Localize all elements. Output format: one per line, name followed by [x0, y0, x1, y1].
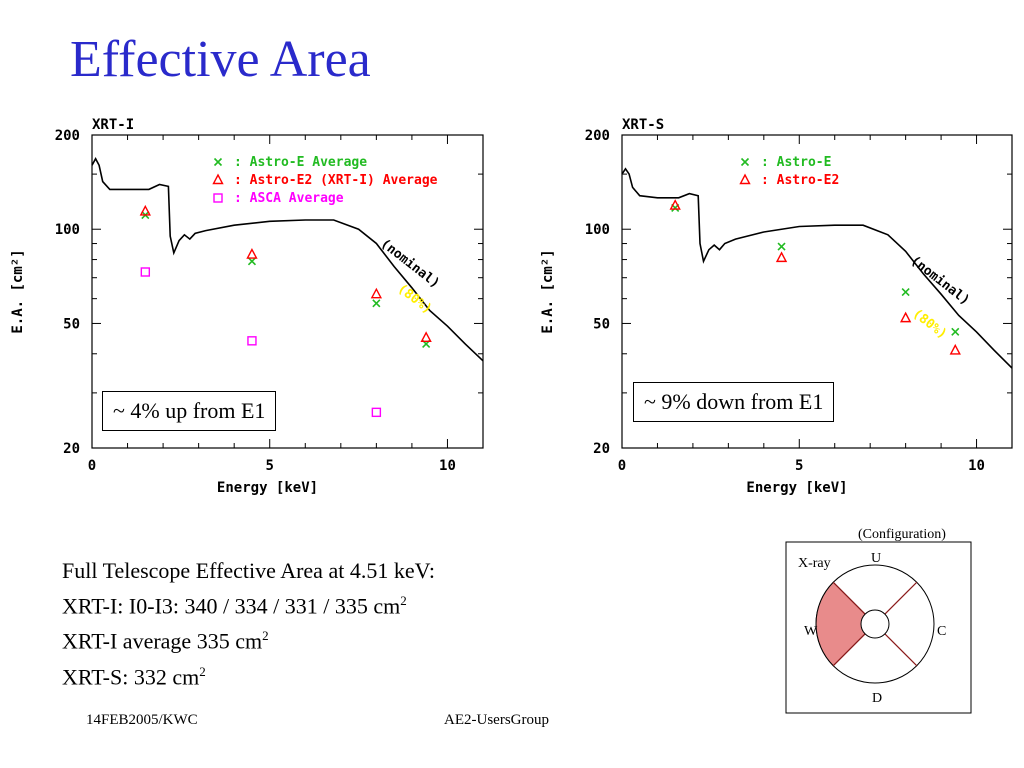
data-point-triangle-xrt-i	[139, 204, 151, 216]
data-point-x-xrt-s	[951, 327, 960, 336]
panel-title-xrt-i: XRT-I	[92, 117, 134, 133]
chart-annotation-xrt-i: ~ 4% up from E1	[102, 391, 277, 431]
y-tick-label-xrt-s: 100	[585, 222, 610, 238]
effective-area-summary: Full Telescope Effective Area at 4.51 ke…	[62, 556, 435, 692]
x-tick-label-xrt-i: 5	[266, 458, 274, 474]
data-point-x-xrt-i	[247, 257, 257, 266]
y-tick-label-xrt-s: 20	[593, 441, 610, 457]
curve-label-nominal-xrt-i: (nominal)	[378, 236, 443, 291]
summary-line-xrt-i: XRT-I: I0-I3: 340 / 334 / 331 / 335 cm2	[62, 593, 407, 619]
diagram-label-w: W	[804, 624, 818, 639]
footer-center: AE2-UsersGroup	[444, 712, 549, 728]
data-point-triangle-xrt-s	[669, 199, 681, 210]
data-point-x-xrt-s	[777, 242, 786, 251]
curve-label-80pct-xrt-s: (80%)	[910, 306, 950, 342]
y-tick-label-xrt-s: 50	[593, 316, 610, 332]
data-point-triangle-xrt-i	[370, 287, 383, 299]
diagram-w-sector-highlight	[815, 581, 876, 667]
diagram-label-c: C	[937, 624, 946, 639]
data-point-square-xrt-i	[371, 407, 382, 418]
x-axis-label-xrt-i: Energy [keV]	[217, 480, 318, 496]
y-axis-label-xrt-i: E.A. [cm²]	[10, 249, 26, 333]
footer-left: 14FEB2005/KWC	[86, 712, 198, 728]
legend-marker-x-xrt-s	[740, 157, 750, 167]
chart-annotation-xrt-s: ~ 9% down from E1	[633, 382, 835, 422]
y-axis-label-xrt-s: E.A. [cm²]	[540, 249, 556, 333]
data-point-x-xrt-s	[901, 287, 910, 297]
plot-frame-xrt-s	[621, 134, 1013, 449]
legend-label-xrt-i: : Astro-E2 (XRT-I) Average	[234, 173, 438, 188]
data-point-triangle-xrt-s	[899, 311, 912, 323]
y-tick-label-xrt-s: 200	[585, 128, 610, 144]
legend-marker-x-xrt-i	[213, 157, 223, 167]
x-tick-label-xrt-s: 10	[968, 458, 985, 474]
x-tick-label-xrt-s: 0	[618, 458, 626, 474]
data-point-square-xrt-i	[247, 336, 257, 346]
data-point-triangle-xrt-s	[949, 343, 961, 355]
diagram-label-u: U	[871, 551, 881, 566]
x-tick-label-xrt-s: 5	[795, 458, 803, 474]
nominal-curve-xrt-i	[91, 157, 484, 362]
nominal-curve-xrt-s	[621, 167, 1013, 369]
data-point-square-xrt-i	[140, 267, 151, 277]
legend-label-xrt-i: : Astro-E Average	[234, 155, 367, 170]
summary-line-xrt-i-average: XRT-I average 335 cm2	[62, 628, 269, 654]
summary-line-xrt-s: XRT-S: 332 cm2	[62, 663, 206, 689]
diagram-caption: (Configuration)	[858, 527, 946, 542]
diagram-label-d: D	[872, 691, 882, 706]
curve-label-nominal-xrt-s: (nominal)	[908, 253, 973, 308]
y-tick-label-xrt-i: 50	[63, 316, 80, 332]
data-point-x-xrt-i	[372, 299, 381, 308]
y-tick-label-xrt-i: 100	[55, 222, 80, 238]
legend-marker-square-xrt-i	[213, 193, 223, 203]
data-point-triangle-xrt-i	[246, 248, 258, 259]
legend-label-xrt-s: : Astro-E2	[761, 173, 839, 188]
data-point-triangle-xrt-s	[775, 251, 788, 263]
legend-marker-triangle-xrt-s	[739, 173, 751, 185]
legend-marker-triangle-xrt-i	[212, 173, 224, 185]
data-point-triangle-xrt-i	[420, 331, 432, 342]
summary-line-heading: Full Telescope Effective Area at 4.51 ke…	[62, 558, 435, 583]
legend-label-xrt-i: : ASCA Average	[234, 191, 344, 206]
legend-label-xrt-s: : Astro-E	[761, 155, 831, 170]
page-title: Effective Area	[70, 31, 371, 88]
diagram-inner-circle	[860, 609, 890, 639]
plot-frame-xrt-i	[91, 134, 484, 449]
y-tick-label-xrt-i: 20	[63, 441, 80, 457]
diagram-label-xray: X-ray	[798, 556, 831, 571]
x-tick-label-xrt-i: 0	[88, 458, 96, 474]
x-tick-label-xrt-i: 10	[439, 458, 456, 474]
y-tick-label-xrt-i: 200	[55, 128, 80, 144]
panel-title-xrt-s: XRT-S	[622, 117, 664, 133]
x-axis-label-xrt-s: Energy [keV]	[746, 480, 847, 496]
configuration-diagram: (Configuration) X-ray U W C D	[785, 527, 972, 714]
